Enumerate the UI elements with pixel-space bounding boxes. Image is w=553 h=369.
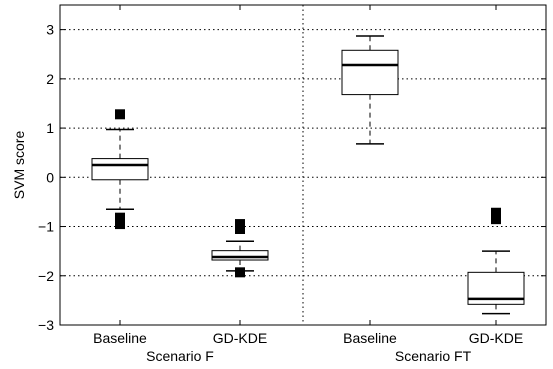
y-tick-label: 2 (46, 71, 54, 87)
x-tick-label: GD-KDE (213, 330, 267, 346)
y-tick-label: −3 (38, 317, 54, 333)
outlier-point (491, 214, 501, 225)
outlier-point (115, 212, 125, 223)
outlier-point (235, 267, 245, 278)
x-group-label: Scenario FT (395, 348, 472, 364)
y-tick-label: −1 (38, 219, 54, 235)
y-tick-label: 3 (46, 22, 54, 38)
x-axis-ticks: Baseline GD-KDE Baseline GD-KDE Scenario F Sc… (93, 5, 523, 364)
y-axis-label: SVM score (11, 131, 27, 200)
y-tick-label: 0 (46, 169, 54, 185)
box-2 (341, 35, 399, 145)
box-0 (91, 109, 149, 230)
box-3 (467, 207, 525, 315)
y-axis-ticks: −3 −2 −1 0 1 2 3 (38, 22, 546, 333)
box-iqr (91, 158, 149, 181)
outlier-point (115, 219, 125, 230)
outlier-point (115, 109, 125, 120)
x-tick-label: Baseline (343, 330, 397, 346)
box-iqr (341, 49, 399, 96)
x-tick-label: Baseline (93, 330, 147, 346)
y-tick-label: 1 (46, 120, 54, 136)
outlier-point (491, 207, 501, 218)
outlier-point (235, 224, 245, 234)
grid-lines (60, 29, 546, 277)
box-1 (211, 219, 269, 278)
x-group-label: Scenario F (146, 348, 214, 364)
y-tick-label: −2 (38, 268, 54, 284)
x-tick-label: GD-KDE (469, 330, 523, 346)
box-series (91, 35, 525, 315)
box-iqr (211, 250, 269, 261)
